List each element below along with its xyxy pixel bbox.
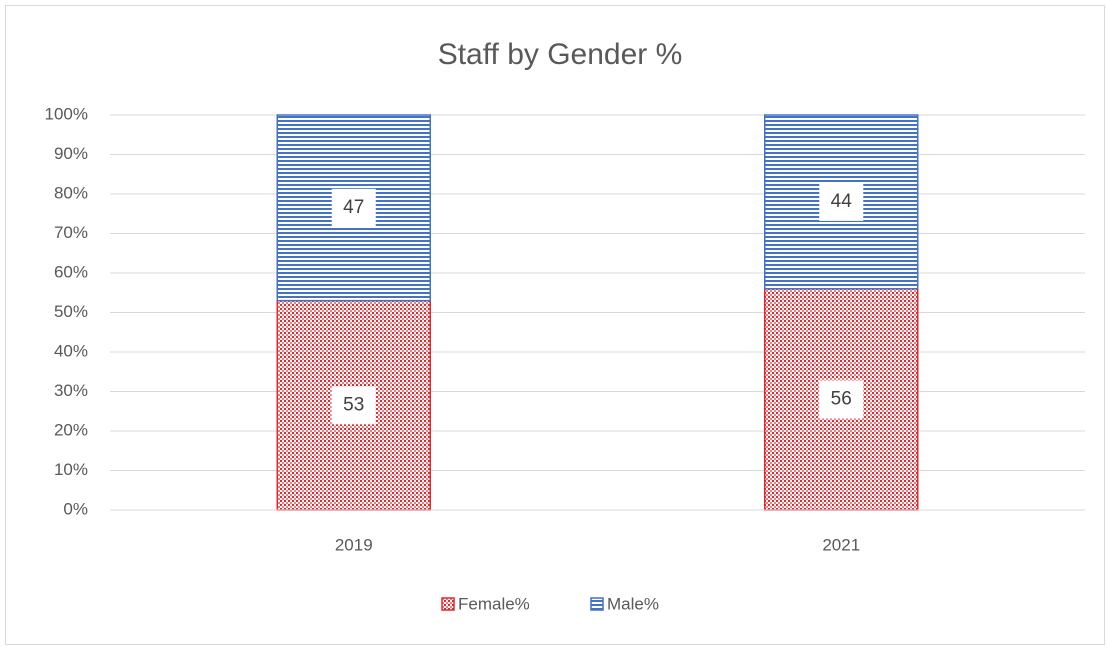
legend-swatch	[590, 597, 604, 611]
x-tick-label: 2021	[822, 535, 860, 554]
data-label: 44	[831, 191, 853, 212]
data-label-bg	[819, 182, 864, 221]
y-tick-label: 60%	[54, 262, 88, 281]
y-tick-label: 100%	[45, 104, 88, 123]
data-label-bg	[331, 188, 376, 227]
y-tick-label: 70%	[54, 223, 88, 242]
y-tick-label: 40%	[54, 341, 88, 360]
legend-label: Male%	[607, 594, 659, 613]
data-label: 53	[343, 394, 364, 415]
legend-swatch	[441, 597, 455, 611]
y-tick-label: 10%	[54, 460, 88, 479]
chart-title: Staff by Gender %	[438, 38, 683, 71]
y-tick-label: 0%	[63, 499, 88, 518]
legend-label: Female%	[458, 594, 530, 613]
y-tick-label: 80%	[54, 183, 88, 202]
data-label: 56	[831, 388, 852, 409]
data-label-bg	[331, 386, 376, 425]
y-tick-label: 20%	[54, 420, 88, 439]
y-tick-label: 90%	[54, 144, 88, 163]
data-label: 47	[343, 197, 364, 218]
x-tick-label: 2019	[335, 535, 373, 554]
y-tick-label: 50%	[54, 302, 88, 321]
chart-border	[5, 5, 1105, 645]
y-tick-label: 30%	[54, 381, 88, 400]
data-label-bg	[819, 380, 864, 419]
